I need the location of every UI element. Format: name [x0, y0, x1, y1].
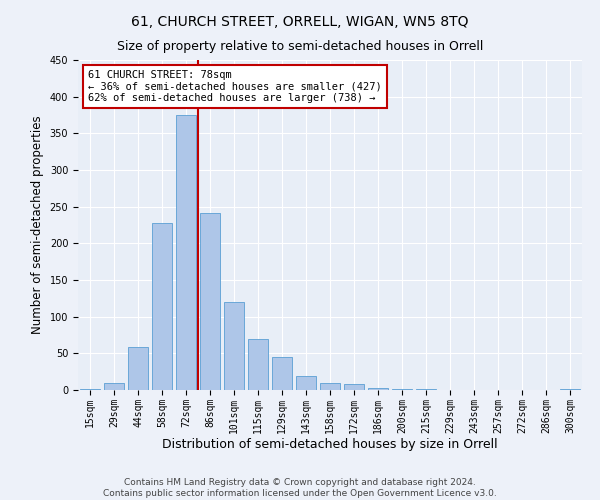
Bar — [80, 388, 100, 390]
Y-axis label: Number of semi-detached properties: Number of semi-detached properties — [31, 116, 44, 334]
Bar — [224, 302, 244, 390]
Bar — [272, 357, 292, 390]
Bar — [200, 212, 220, 390]
Bar — [416, 388, 436, 390]
Bar — [152, 223, 172, 390]
Text: Contains HM Land Registry data © Crown copyright and database right 2024.
Contai: Contains HM Land Registry data © Crown c… — [103, 478, 497, 498]
Text: Size of property relative to semi-detached houses in Orrell: Size of property relative to semi-detach… — [117, 40, 483, 53]
Bar — [176, 115, 196, 390]
Bar — [296, 376, 316, 390]
Text: 61 CHURCH STREET: 78sqm
← 36% of semi-detached houses are smaller (427)
62% of s: 61 CHURCH STREET: 78sqm ← 36% of semi-de… — [88, 70, 382, 103]
Bar — [104, 382, 124, 390]
X-axis label: Distribution of semi-detached houses by size in Orrell: Distribution of semi-detached houses by … — [162, 438, 498, 452]
Bar — [368, 388, 388, 390]
Bar — [320, 382, 340, 390]
Bar — [248, 338, 268, 390]
Bar — [128, 348, 148, 390]
Bar — [344, 384, 364, 390]
Text: 61, CHURCH STREET, ORRELL, WIGAN, WN5 8TQ: 61, CHURCH STREET, ORRELL, WIGAN, WN5 8T… — [131, 15, 469, 29]
